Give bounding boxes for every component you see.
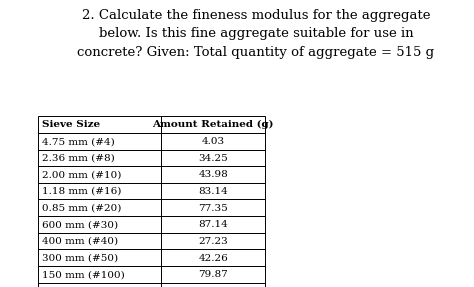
Text: 27.23: 27.23 <box>199 237 228 246</box>
Bar <box>38 283 161 287</box>
Bar <box>38 150 161 166</box>
Text: 300 mm (#50): 300 mm (#50) <box>42 253 118 263</box>
Text: 0.85 mm (#20): 0.85 mm (#20) <box>42 203 121 213</box>
Bar <box>161 150 265 166</box>
Bar <box>38 199 161 216</box>
Text: 2.36 mm (#8): 2.36 mm (#8) <box>42 154 114 163</box>
Text: 79.87: 79.87 <box>199 270 228 279</box>
Text: 43.98: 43.98 <box>199 170 228 179</box>
Text: 87.14: 87.14 <box>199 220 228 229</box>
Text: 77.35: 77.35 <box>199 203 228 213</box>
Text: 4.03: 4.03 <box>202 137 225 146</box>
Bar <box>161 133 265 150</box>
Text: 4.75 mm (#4): 4.75 mm (#4) <box>42 137 114 146</box>
Bar <box>161 233 265 249</box>
Bar <box>161 199 265 216</box>
Text: 34.25: 34.25 <box>199 154 228 163</box>
Text: 2.00 mm (#10): 2.00 mm (#10) <box>42 170 121 179</box>
Bar <box>161 216 265 233</box>
Text: 400 mm (#40): 400 mm (#40) <box>42 237 118 246</box>
Bar <box>38 166 161 183</box>
Text: 42.26: 42.26 <box>199 253 228 263</box>
Text: 600 mm (#30): 600 mm (#30) <box>42 220 118 229</box>
Bar <box>38 183 161 199</box>
Bar <box>38 266 161 283</box>
Bar <box>161 249 265 266</box>
Bar <box>161 116 265 133</box>
Bar <box>38 133 161 150</box>
Text: 2. Calculate the fineness modulus for the aggregate
below. Is this fine aggregat: 2. Calculate the fineness modulus for th… <box>77 9 435 59</box>
Bar <box>38 116 161 133</box>
Bar <box>38 249 161 266</box>
Text: 83.14: 83.14 <box>199 187 228 196</box>
Bar <box>161 166 265 183</box>
Bar <box>161 283 265 287</box>
Text: 1.18 mm (#16): 1.18 mm (#16) <box>42 187 121 196</box>
Text: 150 mm (#100): 150 mm (#100) <box>42 270 125 279</box>
Text: Amount Retained (g): Amount Retained (g) <box>153 120 274 129</box>
Bar <box>38 233 161 249</box>
Bar <box>38 216 161 233</box>
Bar <box>161 266 265 283</box>
Bar <box>161 183 265 199</box>
Text: Sieve Size: Sieve Size <box>42 120 100 129</box>
